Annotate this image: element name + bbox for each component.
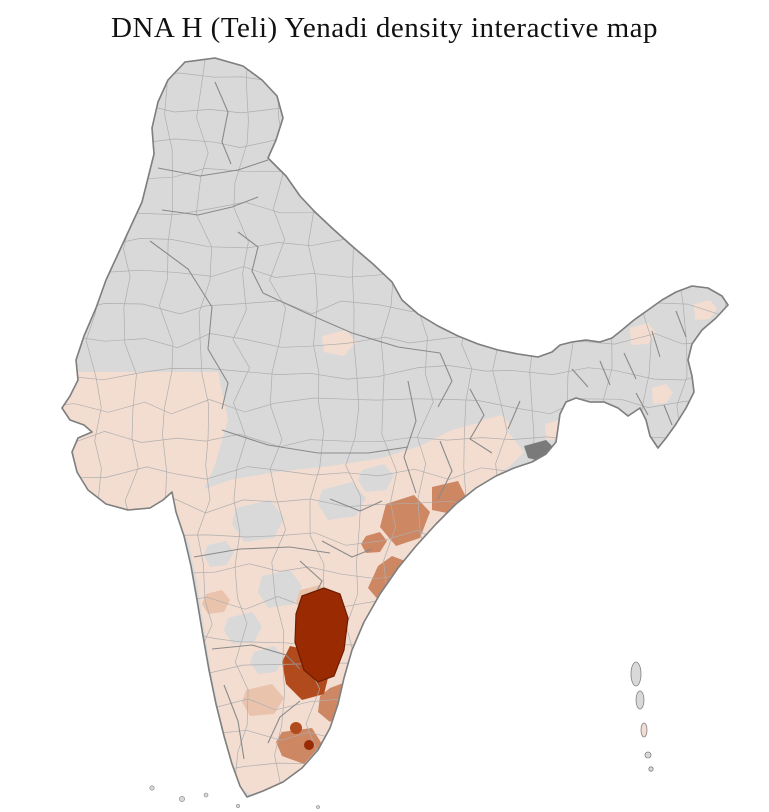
gray-pocket[interactable] (232, 500, 284, 542)
region-nellore-hotspot[interactable] (294, 587, 349, 683)
region-tamilnadu-interior[interactable] (276, 728, 322, 764)
island[interactable] (635, 690, 645, 710)
region-tn-dark-spot-2[interactable] (304, 740, 314, 750)
low-mid-pocket[interactable] (242, 684, 284, 716)
region-north-speck-2[interactable] (482, 415, 511, 439)
region-ne-speck-3[interactable] (652, 384, 673, 404)
region-north-speck-1[interactable] (322, 330, 356, 356)
island[interactable] (179, 796, 185, 802)
island[interactable] (203, 792, 209, 798)
gray-pocket[interactable] (358, 464, 394, 492)
region-ne-speck-1[interactable] (630, 323, 656, 345)
island[interactable] (648, 766, 654, 772)
state-borders (149, 81, 687, 760)
island[interactable] (630, 661, 642, 687)
india-outline (61, 57, 729, 798)
andaman-nicobar-islands[interactable] (630, 661, 654, 772)
page-title: DNA H (Teli) Yenadi density interactive … (111, 12, 658, 44)
region-tn-dark-spot-1[interactable] (290, 722, 302, 734)
island[interactable] (236, 804, 240, 808)
gray-pocket[interactable] (224, 612, 262, 644)
low-mid-pocket[interactable] (202, 590, 230, 614)
gray-pocket[interactable] (258, 570, 302, 608)
no-data-pockets[interactable] (204, 464, 394, 674)
lakshadweep-islands[interactable] (149, 785, 320, 809)
gray-pocket[interactable] (204, 541, 234, 567)
region-coastal-andhra-1[interactable] (380, 495, 430, 546)
island[interactable] (640, 722, 648, 738)
island[interactable] (316, 805, 320, 809)
region-gujarat[interactable] (55, 372, 228, 525)
gray-pocket[interactable] (318, 482, 366, 520)
region-coastal-andhra-4[interactable] (361, 532, 387, 553)
island[interactable] (644, 751, 652, 759)
gray-pocket[interactable] (250, 646, 284, 674)
medium-density-regions[interactable] (276, 481, 466, 764)
island[interactable] (149, 785, 155, 791)
